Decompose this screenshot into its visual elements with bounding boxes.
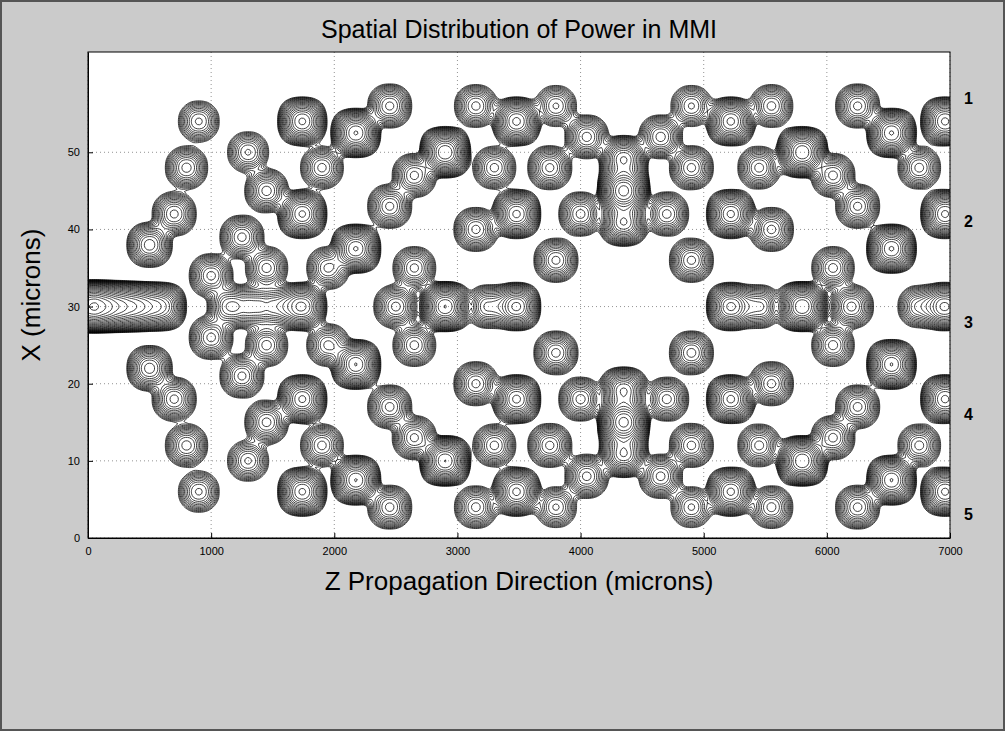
port-labels: 1 2 3 4 5 (964, 90, 973, 524)
contour-line (88, 87, 950, 526)
contour-line (88, 96, 950, 517)
contour-line (88, 86, 950, 527)
x-tick: 4000 (569, 533, 593, 557)
x-axis: 0 1000 2000 3000 4000 5000 6000 7000 (85, 533, 962, 557)
x-axis-title: Z Propagation Direction (microns) (325, 566, 714, 596)
y-tick: 30 (68, 301, 93, 313)
chart-svg: 0100020003000400050006000700001020304050… (0, 0, 1005, 731)
x-axis-line (89, 538, 951, 539)
x-tick-label: 5000 (692, 545, 716, 557)
y-tick: 10 (68, 455, 93, 467)
contour-line (90, 303, 99, 310)
contour-line (88, 299, 106, 314)
y-tick-mark (88, 229, 93, 230)
port-label: 3 (964, 314, 973, 331)
y-tick-label: 30 (68, 301, 80, 313)
y-tick-mark (88, 152, 93, 153)
x-tick-label: 7000 (938, 545, 962, 557)
figure-background (1, 1, 1004, 730)
y-tick: 40 (68, 223, 93, 235)
x-tick: 6000 (815, 533, 839, 557)
contour-line (88, 102, 950, 512)
x-tick: 5000 (692, 533, 716, 557)
x-tick: 2000 (323, 533, 347, 557)
contour-line (88, 295, 119, 318)
port-label: 2 (964, 213, 973, 230)
contour-line (88, 89, 950, 524)
contour-line (88, 90, 950, 523)
contour-line (88, 91, 950, 521)
x-tick-label: 6000 (815, 545, 839, 557)
contour-line (88, 88, 950, 525)
x-tick-label: 4000 (569, 545, 593, 557)
chart-title: Spatial Distribution of Power in MMI (321, 15, 717, 43)
y-tick-label: 0 (74, 532, 80, 544)
contours (88, 84, 950, 529)
port-label: 5 (964, 506, 973, 523)
contour-line (88, 94, 950, 518)
plot-frame (88, 52, 950, 538)
y-tick-mark (88, 384, 93, 385)
x-tick-mark (704, 533, 705, 538)
contour-line (88, 110, 950, 503)
contour-line (88, 180, 634, 462)
x-tick-mark (950, 533, 951, 538)
contour-line (88, 84, 950, 529)
y-axis-line (88, 53, 89, 539)
x-tick: 1000 (199, 533, 223, 557)
contour-line (88, 98, 950, 515)
y-tick-mark (88, 538, 93, 539)
y-tick-label: 20 (68, 378, 80, 390)
contour-line (88, 146, 809, 468)
y-tick-label: 40 (68, 223, 80, 235)
x-tick-mark (827, 533, 828, 538)
contour-line (88, 297, 112, 316)
x-tick-mark (334, 533, 335, 538)
port-label: 4 (964, 406, 973, 423)
contour-line (88, 131, 894, 482)
y-axis: 0 10 20 30 40 50 (68, 53, 93, 545)
plot-area: 0 1000 2000 3000 4000 5000 6000 7000 0 10 20 30 40 50 (62, 52, 969, 557)
y-tick: 0 (74, 532, 93, 544)
x-tick-label: 1000 (199, 545, 223, 557)
y-axis-title: X (microns) (16, 229, 46, 362)
y-tick-mark (88, 307, 93, 308)
contour-line (88, 114, 950, 500)
x-tick-label: 3000 (446, 545, 470, 557)
y-tick: 50 (68, 146, 93, 158)
x-tick-mark (457, 533, 458, 538)
contour-line (88, 186, 629, 427)
contour-line (88, 85, 950, 529)
contour-line (88, 182, 632, 430)
y-tick: 20 (68, 378, 93, 390)
x-tick-mark (581, 533, 582, 538)
x-tick-mark (211, 533, 212, 538)
x-tick-label: 2000 (323, 545, 347, 557)
contour-line (88, 112, 950, 502)
y-tick-label: 10 (68, 455, 80, 467)
port-label: 1 (964, 90, 973, 107)
contour-line (88, 85, 950, 527)
x-tick: 3000 (446, 533, 470, 557)
grid-line-y (88, 460, 950, 461)
y-tick-mark (88, 461, 93, 462)
y-tick-label: 50 (68, 146, 80, 158)
x-tick: 7000 (938, 533, 962, 557)
contour-line (88, 118, 949, 496)
contour-line (88, 93, 950, 521)
contour-line (88, 108, 950, 504)
x-tick-label: 0 (85, 545, 91, 557)
